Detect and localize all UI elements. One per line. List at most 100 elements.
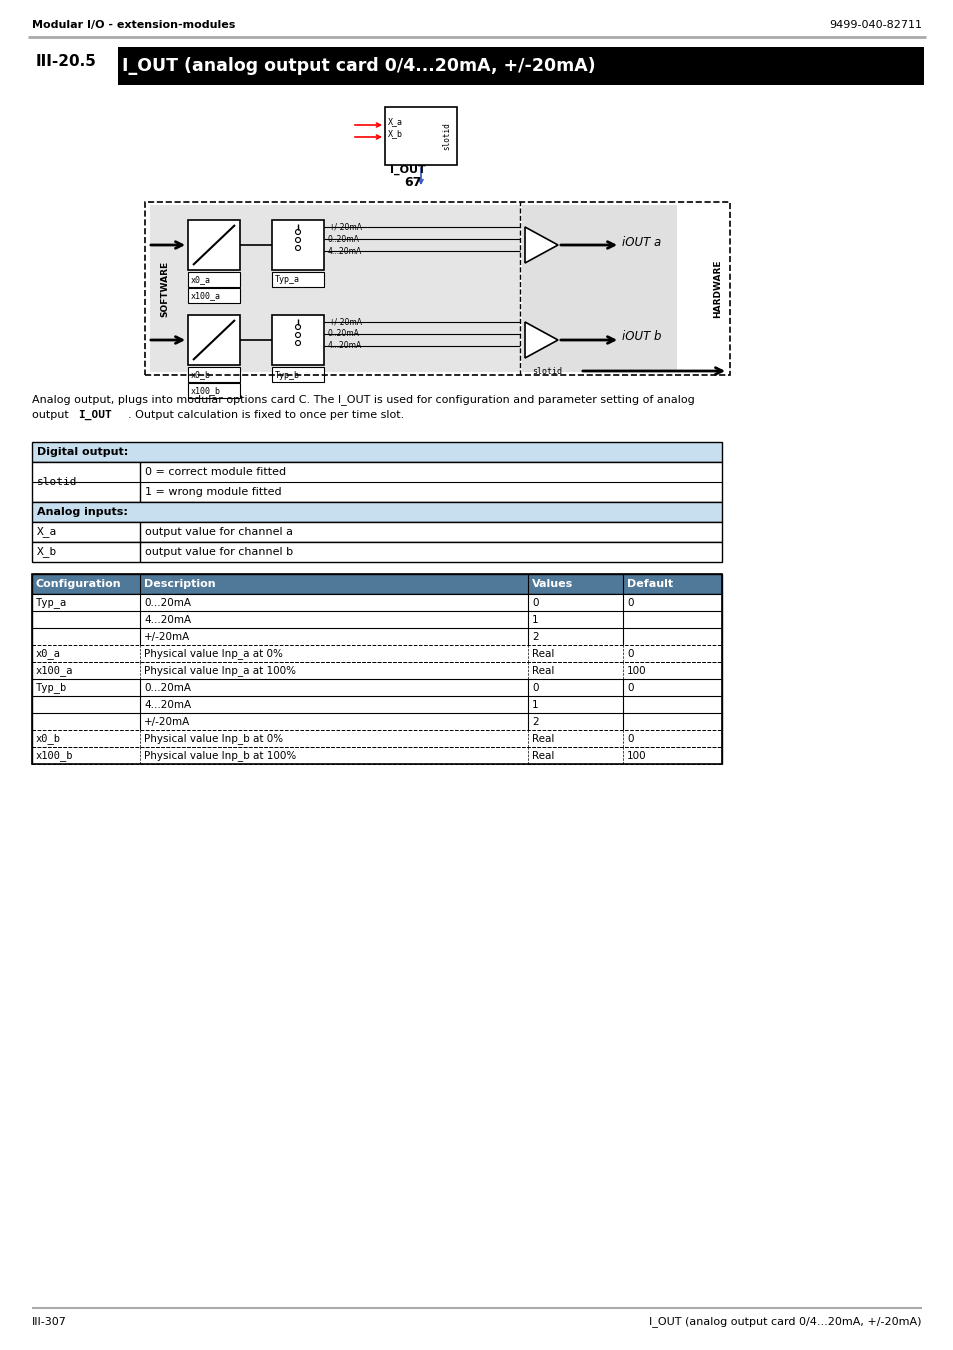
Text: X_a: X_a [37, 526, 57, 537]
Text: 0: 0 [626, 598, 633, 608]
Text: Typ_b: Typ_b [274, 370, 299, 379]
Bar [32, 47, 118, 76]
Bar [32, 574, 721, 764]
Bar [32, 541, 721, 562]
Bar [32, 594, 721, 612]
Text: Typ_a: Typ_a [274, 275, 299, 285]
Text: x0_b: x0_b [191, 370, 211, 379]
Text: 0: 0 [532, 683, 537, 693]
Text: III-20.5: III-20.5 [36, 54, 97, 69]
Text: Physical value Inp_b at 100%: Physical value Inp_b at 100% [144, 751, 296, 761]
Text: 0: 0 [626, 649, 633, 659]
Text: x100_b: x100_b [36, 751, 73, 761]
Bar [188, 383, 240, 398]
Text: 0...20mA: 0...20mA [144, 683, 191, 693]
Text: X_b: X_b [388, 130, 402, 139]
Bar [32, 628, 721, 645]
Text: slotid: slotid [532, 366, 561, 375]
Text: Typ_b: Typ_b [36, 683, 67, 694]
Text: 0 = correct module fitted: 0 = correct module fitted [145, 467, 286, 477]
Text: Real: Real [532, 666, 554, 676]
Text: output: output [32, 410, 75, 420]
Bar [32, 522, 721, 541]
Bar [385, 107, 456, 165]
Bar [32, 574, 721, 594]
Bar [32, 697, 721, 713]
Bar [32, 441, 721, 462]
Text: I_OUT: I_OUT [390, 165, 425, 176]
Text: Modular I/O - extension-modules: Modular I/O - extension-modules [32, 20, 235, 30]
Polygon shape [524, 323, 558, 358]
Text: x0_a: x0_a [191, 275, 211, 285]
Text: I_OUT (analog output card 0/4...20mA, +/-20mA): I_OUT (analog output card 0/4...20mA, +/… [122, 57, 595, 76]
Text: Digital output:: Digital output: [37, 447, 128, 458]
Text: 9499-040-82711: 9499-040-82711 [828, 20, 921, 30]
Bar [188, 315, 240, 364]
Text: output value for channel b: output value for channel b [145, 547, 293, 558]
Text: Analog inputs:: Analog inputs: [37, 508, 128, 517]
Polygon shape [524, 227, 558, 263]
Text: 2: 2 [532, 632, 538, 643]
Text: 100: 100 [626, 751, 646, 761]
Bar [118, 47, 923, 85]
Text: 4...20mA: 4...20mA [328, 247, 362, 255]
Bar [32, 713, 721, 730]
Text: +/-20mA: +/-20mA [144, 632, 190, 643]
Text: Physical value Inp_a at 0%: Physical value Inp_a at 0% [144, 648, 283, 659]
Text: Real: Real [532, 734, 554, 744]
Text: x0_b: x0_b [36, 733, 61, 744]
Bar [272, 271, 324, 288]
Text: Default: Default [626, 579, 673, 589]
Text: x100_a: x100_a [36, 666, 73, 676]
Text: Typ_a: Typ_a [36, 598, 67, 609]
Text: SOFTWARE: SOFTWARE [160, 261, 170, 317]
Text: 4...20mA: 4...20mA [144, 701, 191, 710]
Bar [188, 271, 240, 288]
Bar [188, 220, 240, 270]
Text: Real: Real [532, 649, 554, 659]
Text: slotid: slotid [442, 122, 451, 150]
Text: +/-20mA: +/-20mA [328, 223, 361, 231]
Text: 0: 0 [532, 598, 537, 608]
Text: Physical value Inp_a at 100%: Physical value Inp_a at 100% [144, 666, 295, 676]
Text: iOUT a: iOUT a [621, 235, 660, 248]
Text: Real: Real [532, 751, 554, 761]
Text: 1: 1 [532, 701, 538, 710]
Text: 4...20mA: 4...20mA [144, 616, 191, 625]
Text: 0: 0 [626, 734, 633, 744]
Text: 4...20mA: 4...20mA [328, 342, 362, 351]
Text: 0...20mA: 0...20mA [144, 598, 191, 608]
Text: 2: 2 [532, 717, 538, 728]
Bar [188, 288, 240, 302]
Text: Values: Values [532, 579, 573, 589]
Text: 0: 0 [626, 683, 633, 693]
Text: Description: Description [144, 579, 215, 589]
Text: x0_a: x0_a [36, 648, 61, 659]
Text: 0..20mA: 0..20mA [328, 235, 359, 243]
Text: HARDWARE: HARDWARE [713, 259, 721, 319]
Bar [272, 367, 324, 382]
Text: I_OUT (analog output card 0/4...20mA, +/-20mA): I_OUT (analog output card 0/4...20mA, +/… [649, 1316, 921, 1327]
Text: 1 = wrong module fitted: 1 = wrong module fitted [145, 487, 281, 497]
Bar [32, 730, 721, 747]
Bar [272, 315, 324, 364]
Text: Configuration: Configuration [36, 579, 121, 589]
Text: +/-20mA: +/-20mA [144, 717, 190, 728]
Bar [32, 502, 721, 522]
Text: I_OUT: I_OUT [78, 410, 112, 420]
Bar [150, 205, 519, 373]
Bar [32, 462, 721, 502]
Bar [32, 645, 721, 662]
Text: III-307: III-307 [32, 1318, 67, 1327]
Text: slotid: slotid [37, 477, 77, 487]
Text: 1: 1 [532, 616, 538, 625]
Bar [32, 612, 721, 628]
Bar [32, 662, 721, 679]
Text: x100_a: x100_a [191, 292, 221, 301]
Bar [521, 205, 677, 373]
Text: Physical value Inp_b at 0%: Physical value Inp_b at 0% [144, 733, 283, 744]
Bar [188, 367, 240, 382]
Text: . Output calculation is fixed to once per time slot.: . Output calculation is fixed to once pe… [128, 410, 404, 420]
Text: X_b: X_b [37, 547, 57, 558]
Bar [32, 679, 721, 697]
